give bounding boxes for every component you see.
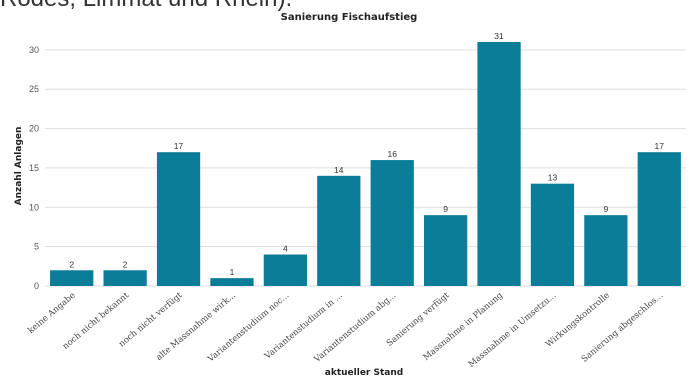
x-tick-label-0: keine Angabe [26, 291, 77, 336]
y-tick-label: 0 [34, 281, 39, 291]
x-tick-label-9: Massnahme in Umsetzu... [467, 291, 559, 370]
data-label-7: 9 [443, 204, 448, 214]
bar-1 [103, 270, 147, 286]
bar-10 [584, 215, 628, 286]
data-label-6: 16 [387, 149, 397, 159]
y-axis-title: Anzahl Anlagen [14, 127, 24, 206]
data-label-4: 4 [283, 244, 288, 254]
x-axis-title: aktueller Stand [325, 368, 403, 378]
data-label-2: 17 [174, 141, 184, 151]
bars [50, 42, 681, 286]
data-label-8: 31 [494, 31, 504, 41]
chart-title: Sanierung Fischaufstieg [281, 12, 418, 23]
bar-6 [370, 160, 414, 286]
data-label-10: 9 [604, 204, 609, 214]
y-axis-ticks: 0 5 10 15 20 25 30 [29, 45, 39, 291]
bar-0 [50, 270, 94, 286]
y-tick-label: 25 [29, 84, 39, 94]
bar-2 [156, 152, 201, 286]
data-label-5: 14 [334, 165, 344, 175]
data-label-9: 13 [548, 173, 558, 183]
data-label-1: 2 [123, 259, 128, 269]
cropped-heading-text: Rodes, Limmat und Rhein). [0, 0, 292, 12]
bar-3 [210, 278, 254, 286]
gridlines [45, 49, 686, 287]
data-label-0: 2 [69, 259, 74, 269]
bar-11 [637, 152, 681, 286]
y-tick-label: 30 [29, 45, 39, 55]
bar-9 [530, 183, 575, 286]
y-tick-label: 15 [29, 163, 39, 173]
bar-5 [317, 175, 361, 286]
y-tick-label: 5 [34, 242, 39, 252]
data-label-11: 17 [655, 141, 665, 151]
bar-7 [423, 215, 468, 286]
bar-4 [263, 254, 308, 286]
y-tick-label: 20 [29, 124, 39, 134]
y-tick-label: 10 [29, 202, 39, 212]
bar-8 [477, 42, 521, 286]
data-label-3: 1 [230, 267, 235, 277]
